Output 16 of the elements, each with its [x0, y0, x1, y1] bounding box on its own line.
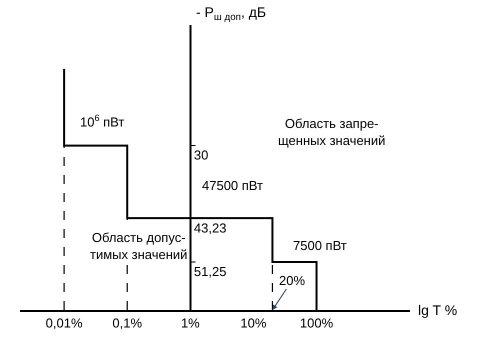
x-tick-label: 10%: [240, 316, 267, 331]
annotation: 10$^{6}$ пВт: [80, 113, 124, 130]
x-tick-label: 0,1%: [112, 316, 142, 331]
annotation: Область допус- тимых значений: [90, 230, 188, 262]
x-tick-label: 100%: [300, 316, 334, 331]
y-tick-label: 51,25: [194, 264, 226, 280]
annotation: 20%: [279, 273, 306, 288]
y-tick-label: 43,23: [194, 220, 226, 236]
annotation: 47500 пВт: [202, 178, 264, 193]
y-tick-label: 30: [194, 148, 208, 163]
x-axis-title: lg T %: [418, 302, 458, 318]
y-axis-title: - P$_{ш доп}$, дБ: [196, 4, 266, 23]
x-tick-label: 0,01%: [46, 316, 83, 331]
annotation: 7500 пВт: [293, 238, 347, 253]
x-tick-label: 1%: [180, 316, 200, 331]
annotation: Область запре- щенных значений: [278, 116, 386, 148]
